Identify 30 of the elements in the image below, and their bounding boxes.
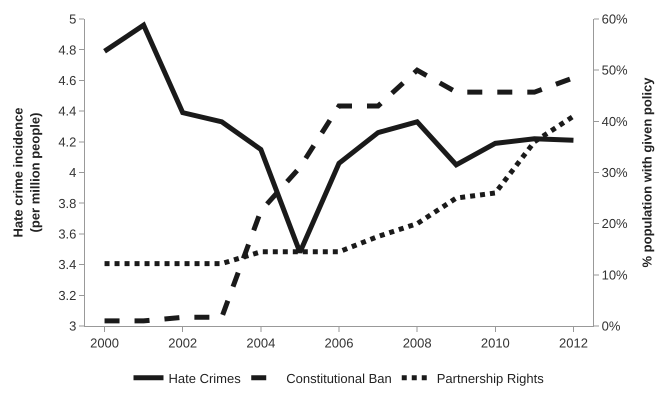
y2-tick-label: 10% <box>602 267 628 282</box>
x-tick-label: 2002 <box>168 336 198 351</box>
x-tick-label: 2000 <box>90 336 119 351</box>
x-tick-label: 2012 <box>559 336 588 351</box>
y-tick-label: 4.4 <box>58 104 76 119</box>
y-tick-label: 3.6 <box>58 226 76 242</box>
x-tick-label: 2004 <box>246 336 276 351</box>
legend-label: Partnership Rights <box>436 370 544 386</box>
y-tick-label: 4.2 <box>58 134 76 150</box>
y-tick-label: 5 <box>69 12 76 27</box>
y2-tick-label: 20% <box>602 216 628 232</box>
y2-tick-label: 30% <box>602 165 628 180</box>
y-tick-label: 3 <box>69 318 76 334</box>
y-tick-label: 3.8 <box>58 196 76 211</box>
y-tick-label: 4.8 <box>58 42 76 58</box>
x-tick-label: 2006 <box>324 336 354 351</box>
y-axis-title: Hate crime incidence (per million people) <box>10 107 42 238</box>
y2-tick-label: 40% <box>602 114 628 129</box>
y2-tick-label: 0% <box>602 318 621 334</box>
y2-tick-label: 50% <box>602 62 628 78</box>
y2-tick-label: 60% <box>602 12 628 27</box>
y-tick-label: 3.2 <box>58 288 76 303</box>
y-tick-label: 3.4 <box>58 257 76 272</box>
y-tick-label: 4.6 <box>58 72 76 88</box>
x-tick-label: 2008 <box>402 336 432 351</box>
legend-label: Hate Crimes <box>168 370 242 386</box>
x-tick-label: 2010 <box>480 336 510 351</box>
legend-label: Constitutional Ban <box>286 370 392 386</box>
y-tick-label: 4 <box>69 165 76 180</box>
y2-axis-title: % population with given policy <box>640 76 655 268</box>
